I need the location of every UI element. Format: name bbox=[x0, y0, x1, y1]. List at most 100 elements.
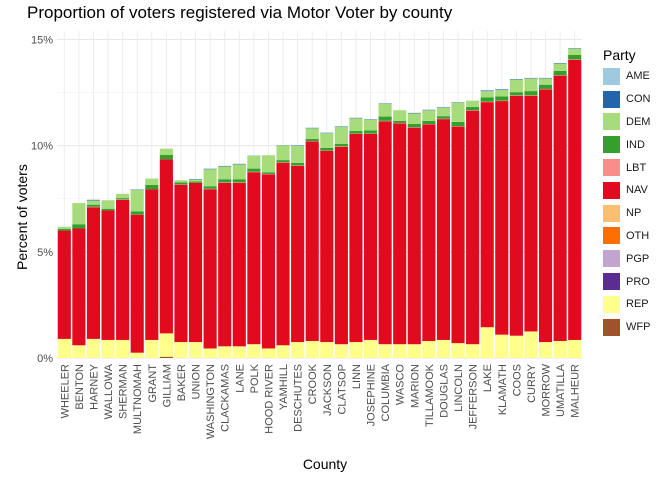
chart-title: Proportion of voters registered via Moto… bbox=[27, 3, 453, 22]
x-tick-label: GILLIAM bbox=[161, 364, 173, 407]
bar-segment-nav bbox=[393, 123, 407, 345]
legend-item: REP bbox=[603, 293, 669, 316]
bar-segment-ind bbox=[305, 138, 319, 141]
x-tick-label: TILLAMOOK bbox=[424, 363, 436, 427]
legend-item: IND bbox=[603, 133, 669, 156]
legend-key bbox=[603, 67, 620, 85]
bar-segment-dem bbox=[247, 155, 261, 169]
bar-segment-dem bbox=[101, 200, 115, 209]
x-tick-label: UNION bbox=[191, 364, 203, 400]
x-tick-label: MALHEUR bbox=[570, 364, 582, 418]
x-tick-label: BAKER bbox=[176, 364, 188, 401]
x-tick-label: CLATSOP bbox=[336, 364, 348, 415]
legend-label: OTH bbox=[626, 229, 650, 242]
bar-segment-nav bbox=[218, 182, 232, 347]
bar-segment-rep bbox=[203, 348, 217, 358]
bar-segment-rep bbox=[86, 338, 101, 358]
bar-segment-dem bbox=[451, 102, 465, 122]
bar-segment-ind bbox=[188, 181, 203, 183]
legend-label: PGP bbox=[626, 252, 650, 265]
bar-segment-nav bbox=[130, 214, 144, 353]
x-tick-label: COOS bbox=[511, 364, 523, 396]
bar-segment-ind bbox=[407, 124, 421, 128]
legend-item: WFP bbox=[603, 316, 669, 339]
bar-segment-ind bbox=[466, 107, 480, 111]
bar-segment-rep bbox=[451, 343, 465, 358]
legend-label: CON bbox=[626, 93, 651, 106]
bar-segment-nav bbox=[480, 102, 494, 328]
y-tick-label: 5% bbox=[37, 247, 53, 259]
legend-item: LBT bbox=[603, 156, 669, 179]
bar-segment-dem bbox=[378, 103, 392, 117]
bar-segment-nav bbox=[320, 150, 334, 343]
bar-segment-rep bbox=[495, 334, 509, 358]
bar-segment-rep bbox=[334, 344, 348, 358]
bar-segment-ind bbox=[363, 130, 378, 134]
x-tick-label: DESCHUTES bbox=[293, 364, 305, 432]
bar-segment-ind bbox=[57, 228, 71, 231]
bar-segment-ind bbox=[203, 186, 217, 189]
x-tick-label: JOSEPHINE bbox=[366, 364, 378, 426]
bar-segment-dem bbox=[188, 179, 203, 182]
bar-segment-nav bbox=[553, 75, 567, 342]
bar-segment-dem bbox=[86, 200, 101, 205]
legend-label: REP bbox=[626, 298, 649, 311]
bar-segment-nav bbox=[291, 165, 305, 343]
bar-segment-nav bbox=[451, 126, 465, 344]
x-tick-label: HARNEY bbox=[88, 363, 100, 410]
bar-segment-nav bbox=[159, 159, 173, 334]
bar-segment-nav bbox=[101, 210, 115, 340]
bar-segment-ind bbox=[422, 120, 436, 125]
bar-segment-rep bbox=[538, 342, 553, 358]
bar-segment-ind bbox=[451, 121, 465, 127]
x-tick-label: POLK bbox=[249, 363, 261, 393]
bar-segment-nav bbox=[524, 95, 538, 332]
bar-segment-ind bbox=[247, 168, 261, 172]
bar-segment-dem bbox=[305, 128, 319, 139]
bars bbox=[57, 48, 582, 358]
y-ticks: 0% 5% 10% 15% bbox=[31, 34, 53, 365]
x-tick-label: YAMHILL bbox=[278, 364, 290, 410]
x-tick-label: KLAMATH bbox=[497, 364, 509, 415]
legend-label: NP bbox=[626, 207, 642, 220]
bar-segment-ind bbox=[101, 208, 115, 211]
bar-segment-rep bbox=[363, 339, 378, 358]
bar-segment-rep bbox=[407, 344, 421, 358]
bar-segment-rep bbox=[247, 344, 261, 358]
legend-item: NP bbox=[603, 202, 669, 225]
legend-label: PRO bbox=[626, 275, 650, 288]
bar-segment-dem bbox=[363, 119, 378, 131]
bar-segment-nav bbox=[174, 184, 188, 343]
bar-segment-ind bbox=[480, 97, 494, 102]
bar-segment-rep bbox=[422, 341, 436, 358]
x-ticks: WHEELER BENTON HARNEY WALLOWA SHERMAN MULTNOM… bbox=[59, 363, 581, 439]
bar-segment-dem bbox=[495, 90, 509, 97]
bar-segment-dem bbox=[393, 110, 407, 121]
x-tick-label: LANE bbox=[234, 364, 246, 393]
bar-segment-nav bbox=[261, 174, 276, 349]
x-tick-label: WASCO bbox=[395, 364, 407, 406]
legend-label: AME bbox=[626, 70, 650, 83]
bar-segment-nav bbox=[203, 189, 217, 349]
bar-segment-ind bbox=[568, 54, 582, 60]
legend-key bbox=[603, 250, 620, 268]
legend-key bbox=[603, 159, 620, 177]
bar-segment-ind bbox=[553, 70, 567, 76]
bar-segment-dem bbox=[130, 190, 144, 212]
bar-segment-con bbox=[480, 90, 494, 92]
bar-segment-rep bbox=[393, 344, 407, 358]
bar-segment-ind bbox=[276, 160, 290, 163]
bar-segment-dem bbox=[291, 145, 305, 163]
bar-segment-nav bbox=[86, 207, 101, 339]
x-tick-label: LAKE bbox=[482, 364, 494, 392]
bar-segment-rep bbox=[261, 348, 276, 358]
x-tick-label: MARION bbox=[409, 364, 421, 408]
bar-segment-nav bbox=[72, 228, 86, 346]
bar-segment-rep bbox=[378, 344, 392, 358]
bar-segment-nav bbox=[568, 59, 582, 340]
bar-segment-rep bbox=[232, 346, 246, 358]
bar-segment-dem bbox=[524, 78, 538, 92]
bar-segment-nav bbox=[57, 230, 71, 339]
bar-segment-ind bbox=[261, 172, 276, 174]
legend-label: DEM bbox=[626, 115, 651, 128]
